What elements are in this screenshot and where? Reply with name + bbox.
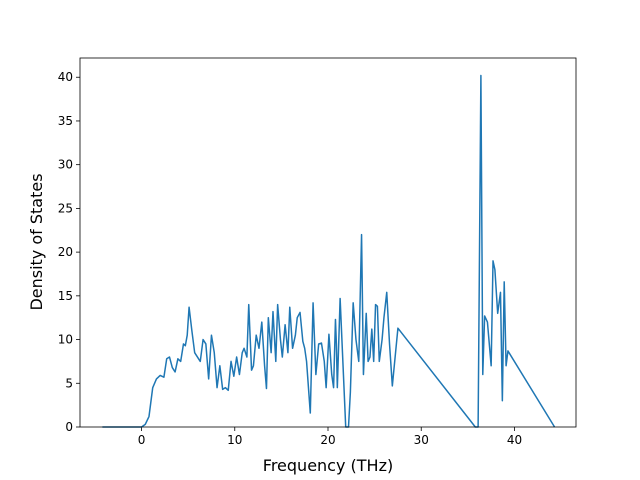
x-tick-label: 30 [414,433,429,447]
x-tick-label: 40 [507,433,522,447]
y-tick-label: 35 [58,114,73,128]
x-axis-label: Frequency (THz) [263,456,393,475]
plot-frame [79,57,577,428]
x-tick-label: 10 [227,433,242,447]
series-line [102,74,556,428]
y-axis-label: Density of States [27,173,46,310]
x-tick-label: 20 [320,433,335,447]
y-tick-label: 40 [58,70,73,84]
x-tick-label: 0 [138,433,146,447]
y-tick-label: 30 [58,158,73,172]
y-tick-label: 0 [65,420,73,434]
y-tick-label: 20 [58,245,73,259]
y-tick-label: 10 [58,333,73,347]
y-tick-label: 15 [58,289,73,303]
y-tick-label: 5 [65,376,73,390]
y-tick-label: 25 [58,201,73,215]
